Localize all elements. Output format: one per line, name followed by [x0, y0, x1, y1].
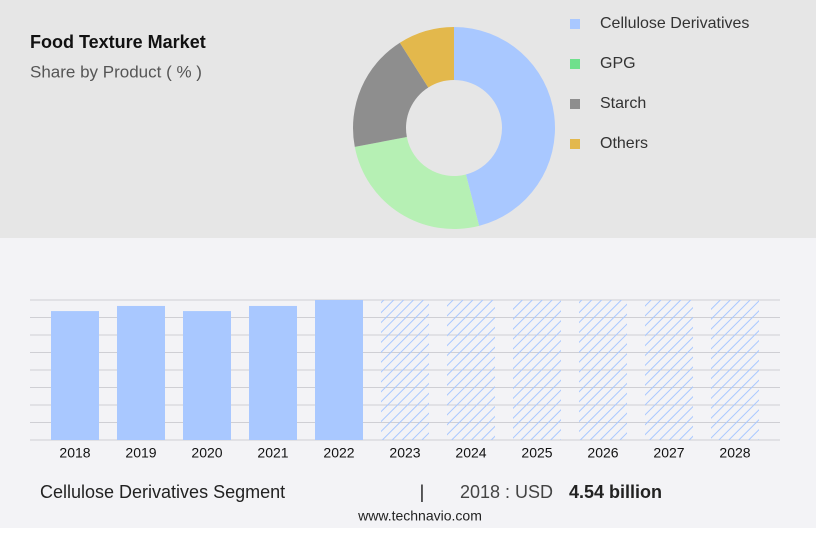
- donut-slice: [353, 42, 429, 147]
- x-tick-label: 2028: [719, 445, 750, 461]
- bar: [51, 311, 99, 440]
- legend-swatch: [570, 59, 580, 69]
- source: www.technavio.com: [357, 508, 482, 524]
- x-tick-label: 2023: [389, 445, 420, 461]
- bar: [183, 311, 231, 440]
- legend-swatch: [570, 139, 580, 149]
- forecast-placeholder: [711, 300, 759, 440]
- legend-swatch: [570, 99, 580, 109]
- forecast-placeholder: [513, 300, 561, 440]
- x-tick-label: 2021: [257, 445, 288, 461]
- bar: [315, 300, 363, 440]
- legend-label: Starch: [600, 95, 646, 112]
- x-tick-label: 2027: [653, 445, 684, 461]
- chart-title: Food Texture Market: [30, 32, 206, 52]
- forecast-placeholder: [447, 300, 495, 440]
- donut-slice: [454, 27, 555, 226]
- bar: [249, 305, 297, 440]
- bar-chart: 2018 2019 2020 2021 2022 2023 2024 2025 2026 2027…: [30, 299, 780, 461]
- x-tick-label: 2019: [125, 445, 156, 461]
- x-tick-label: 2020: [191, 445, 222, 461]
- legend-label: Others: [600, 135, 648, 152]
- x-tick-label: 2024: [455, 445, 486, 461]
- value-label: 4.54 billion: [569, 482, 662, 502]
- donut-slice: [399, 27, 454, 88]
- bar: [117, 305, 165, 440]
- donut: [353, 27, 555, 229]
- segment-label: Cellulose Derivatives Segment: [40, 482, 285, 502]
- x-tick-label: 2026: [587, 445, 618, 461]
- separator: |: [420, 482, 425, 502]
- year-label: 2018 : USD: [460, 482, 553, 502]
- x-tick-label: 2025: [521, 445, 552, 461]
- chart-subtitle: Share by Product ( % ): [30, 62, 202, 81]
- forecast-placeholder: [645, 300, 693, 440]
- legend: Cellulose Derivatives GPG Starch Others: [570, 15, 749, 152]
- donut-slice: [354, 136, 480, 229]
- x-tick-label: 2022: [323, 445, 354, 461]
- legend-label: GPG: [600, 55, 636, 72]
- forecast-placeholder: [381, 300, 429, 440]
- legend-label: Cellulose Derivatives: [600, 15, 749, 32]
- x-tick-label: 2018: [59, 445, 90, 461]
- legend-swatch: [570, 19, 580, 29]
- forecast-placeholder: [579, 300, 627, 440]
